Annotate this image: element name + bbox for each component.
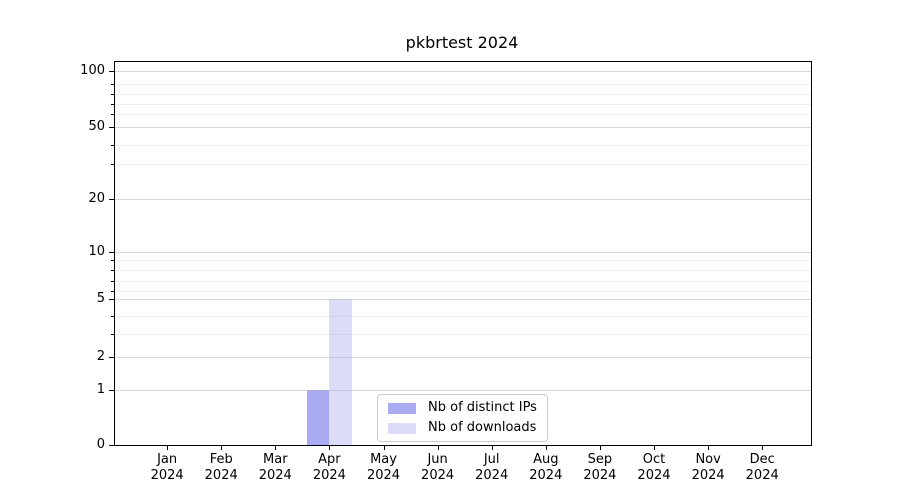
chart-title: pkbrtest 2024 (405, 33, 519, 52)
x-tick (653, 445, 655, 450)
x-tick (437, 445, 439, 450)
y-tick (109, 299, 114, 301)
y-tick-label: 0 (96, 437, 105, 452)
gridline-minor (115, 83, 811, 85)
x-tick (221, 445, 223, 450)
gridline-major (115, 71, 811, 73)
gridline-minor (115, 163, 811, 165)
gridline-minor (115, 270, 811, 271)
legend-label-downloads: Nb of downloads (428, 420, 537, 435)
y-tick-label: 1 (96, 381, 105, 397)
gridline-minor (115, 316, 811, 317)
y-minor-tick (111, 144, 114, 146)
y-minor-tick (111, 290, 114, 292)
y-minor-tick (111, 334, 114, 335)
gridline-major (115, 127, 811, 129)
gridline-minor (115, 144, 811, 146)
gridline-major (115, 299, 811, 301)
y-tick (109, 127, 114, 129)
x-tick-label: Jan 2024 (150, 452, 184, 483)
x-tick-label: Oct 2024 (637, 452, 671, 483)
y-tick (109, 198, 114, 200)
y-tick-label: 100 (80, 63, 105, 79)
x-tick (491, 445, 493, 450)
legend-swatch-distinct-ips (388, 402, 416, 414)
legend-swatch-downloads (388, 422, 416, 434)
gridline-minor (115, 114, 811, 115)
x-tick-label: Sep 2024 (583, 452, 617, 483)
x-tick-label: Dec 2024 (745, 452, 779, 483)
y-tick (109, 251, 114, 253)
gridline-major (115, 356, 811, 358)
gridline-minor (115, 94, 811, 96)
y-minor-tick (111, 280, 114, 282)
y-tick-label: 2 (96, 348, 105, 364)
legend-label-distinct-ips: Nb of distinct IPs (428, 400, 537, 415)
x-tick (167, 445, 169, 450)
y-minor-tick (111, 270, 114, 271)
gridline-minor (115, 280, 811, 282)
x-tick (762, 445, 764, 450)
y-minor-tick (111, 316, 114, 317)
y-tick (109, 389, 114, 391)
gridline-major (115, 198, 811, 200)
x-tick (275, 445, 277, 450)
y-tick-label: 10 (88, 243, 105, 259)
y-minor-tick (111, 94, 114, 96)
x-tick-label: Feb 2024 (204, 452, 238, 483)
x-tick-label: Mar 2024 (258, 452, 292, 483)
gridline-major (115, 389, 811, 391)
x-tick (545, 445, 547, 450)
y-tick-label: 20 (88, 190, 105, 206)
y-minor-tick (111, 83, 114, 85)
x-tick (383, 445, 385, 450)
y-tick (109, 71, 114, 73)
y-minor-tick (111, 114, 114, 115)
y-tick-label: 50 (88, 119, 105, 135)
gridline-minor (115, 260, 811, 261)
bar-downloads (329, 299, 352, 445)
gridline-minor (115, 290, 811, 292)
legend: Nb of distinct IPs Nb of downloads (377, 394, 548, 442)
y-minor-tick (111, 260, 114, 261)
gridline-minor (115, 334, 811, 335)
y-tick (109, 356, 114, 358)
x-tick-label: Nov 2024 (691, 452, 725, 483)
x-tick-label: Jul 2024 (475, 452, 509, 483)
legend-row-downloads: Nb of downloads (388, 420, 537, 436)
x-tick-label: May 2024 (366, 452, 401, 483)
y-minor-tick (111, 104, 114, 105)
x-tick (329, 445, 331, 450)
y-tick-label: 5 (96, 291, 105, 307)
x-tick-label: Apr 2024 (312, 452, 346, 483)
plot-area: Nb of distinct IPs Nb of downloads 100 50… (80, 61, 812, 483)
x-tick-label: Jun 2024 (421, 452, 455, 483)
legend-row-distinct-ips: Nb of distinct IPs (388, 400, 537, 416)
y-tick (109, 445, 114, 446)
bar-distinct-ips (306, 389, 330, 445)
gridline-major (115, 251, 811, 253)
x-tick (708, 445, 710, 450)
gridline-minor (115, 104, 811, 105)
x-tick-label: Aug 2024 (529, 452, 563, 483)
y-minor-tick (111, 163, 114, 165)
x-tick (599, 445, 601, 450)
